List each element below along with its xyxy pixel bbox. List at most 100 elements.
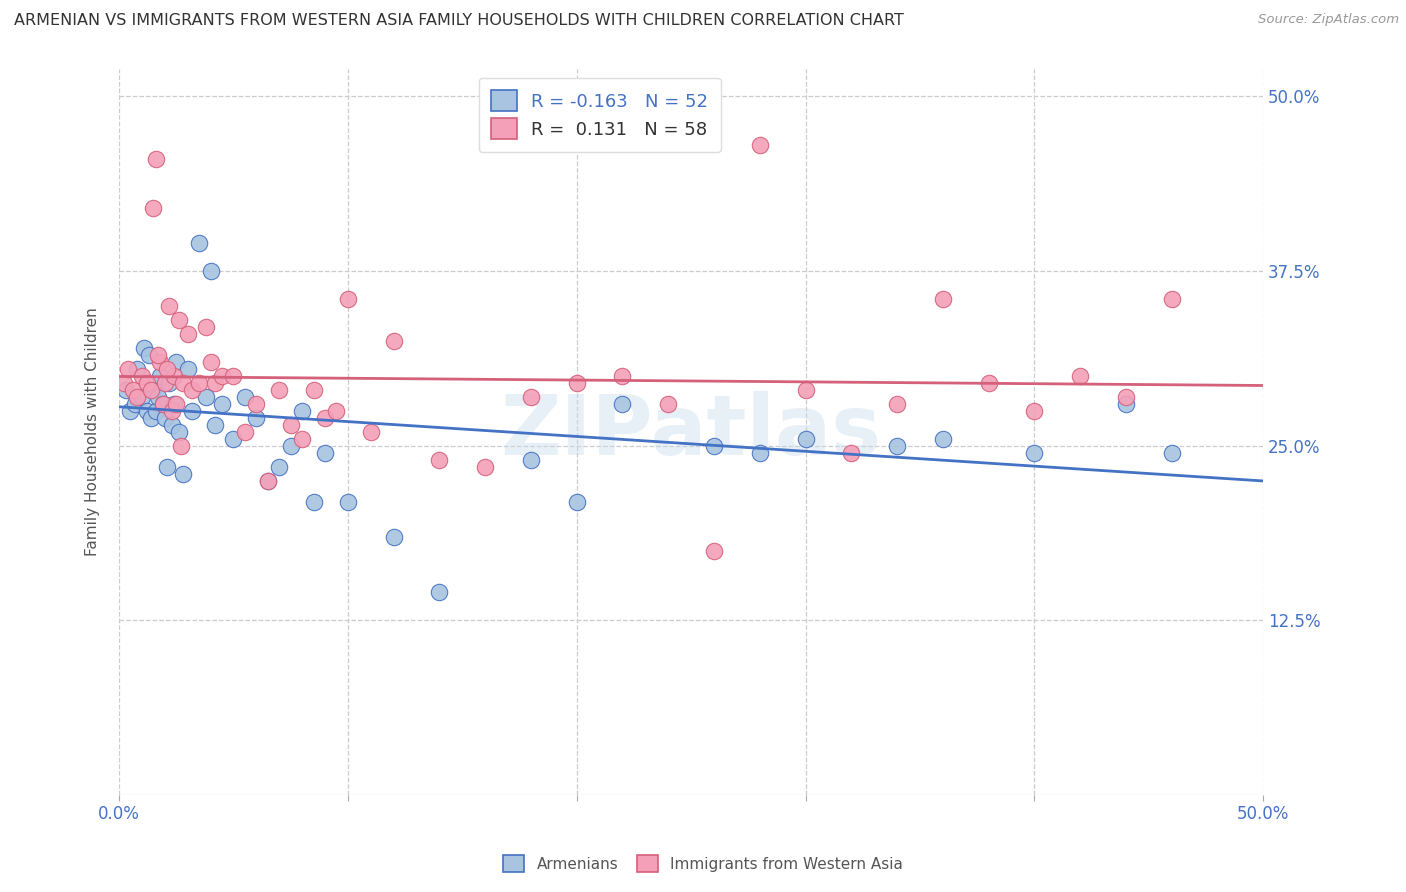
Point	[188, 376, 211, 390]
Point	[134, 341, 156, 355]
Point	[1160, 446, 1182, 460]
Legend: R = -0.163   N = 52, R =  0.131   N = 58: R = -0.163 N = 52, R = 0.131 N = 58	[478, 78, 721, 152]
Point	[152, 397, 174, 411]
Point	[145, 153, 167, 167]
Point	[124, 397, 146, 411]
Point	[222, 368, 245, 383]
Point	[932, 292, 955, 306]
Point	[138, 348, 160, 362]
Point	[181, 404, 204, 418]
Point	[794, 432, 817, 446]
Point	[612, 397, 634, 411]
Point	[302, 383, 325, 397]
Point	[977, 376, 1000, 390]
Point	[156, 362, 179, 376]
Point	[429, 585, 451, 599]
Point	[146, 390, 169, 404]
Point	[157, 376, 180, 390]
Point	[163, 368, 186, 383]
Point	[121, 383, 143, 397]
Point	[474, 459, 496, 474]
Point	[886, 397, 908, 411]
Point	[302, 494, 325, 508]
Point	[200, 264, 222, 278]
Point	[382, 334, 405, 348]
Point	[565, 494, 588, 508]
Point	[149, 368, 172, 383]
Point	[176, 326, 198, 341]
Point	[120, 404, 142, 418]
Point	[127, 362, 149, 376]
Point	[204, 417, 226, 432]
Point	[181, 383, 204, 397]
Point	[1024, 404, 1046, 418]
Point	[520, 390, 543, 404]
Point	[200, 355, 222, 369]
Point	[135, 404, 157, 418]
Point	[233, 390, 256, 404]
Point	[314, 410, 336, 425]
Point	[794, 383, 817, 397]
Point	[748, 138, 770, 153]
Point	[245, 397, 267, 411]
Point	[520, 452, 543, 467]
Point	[146, 348, 169, 362]
Point	[703, 543, 725, 558]
Point	[195, 320, 218, 334]
Point	[1069, 368, 1091, 383]
Point	[256, 474, 278, 488]
Point	[748, 446, 770, 460]
Point	[127, 390, 149, 404]
Point	[204, 376, 226, 390]
Point	[188, 236, 211, 251]
Point	[382, 530, 405, 544]
Y-axis label: Family Households with Children: Family Households with Children	[86, 308, 100, 557]
Point	[839, 446, 862, 460]
Point	[336, 292, 359, 306]
Point	[360, 425, 382, 439]
Point	[886, 439, 908, 453]
Point	[269, 383, 291, 397]
Point	[657, 397, 679, 411]
Point	[160, 404, 183, 418]
Point	[280, 417, 302, 432]
Point	[1115, 397, 1137, 411]
Point	[172, 467, 194, 481]
Point	[325, 404, 347, 418]
Point	[1160, 292, 1182, 306]
Point	[153, 410, 176, 425]
Point	[1115, 390, 1137, 404]
Legend: Armenians, Immigrants from Western Asia: Armenians, Immigrants from Western Asia	[495, 847, 911, 880]
Point	[256, 474, 278, 488]
Point	[703, 439, 725, 453]
Point	[176, 362, 198, 376]
Point	[211, 397, 233, 411]
Point	[131, 390, 153, 404]
Point	[612, 368, 634, 383]
Text: ARMENIAN VS IMMIGRANTS FROM WESTERN ASIA FAMILY HOUSEHOLDS WITH CHILDREN CORRELA: ARMENIAN VS IMMIGRANTS FROM WESTERN ASIA…	[14, 13, 904, 29]
Point	[160, 417, 183, 432]
Point	[172, 376, 194, 390]
Point	[245, 410, 267, 425]
Point	[269, 459, 291, 474]
Point	[157, 299, 180, 313]
Point	[139, 383, 162, 397]
Point	[142, 383, 165, 397]
Point	[195, 390, 218, 404]
Point	[932, 432, 955, 446]
Point	[291, 432, 314, 446]
Point	[165, 355, 187, 369]
Point	[429, 452, 451, 467]
Point	[112, 376, 135, 390]
Point	[314, 446, 336, 460]
Point	[165, 397, 187, 411]
Point	[291, 404, 314, 418]
Point	[233, 425, 256, 439]
Point	[135, 376, 157, 390]
Point	[115, 383, 138, 397]
Point	[163, 397, 186, 411]
Point	[145, 404, 167, 418]
Point	[153, 376, 176, 390]
Point	[152, 397, 174, 411]
Point	[156, 459, 179, 474]
